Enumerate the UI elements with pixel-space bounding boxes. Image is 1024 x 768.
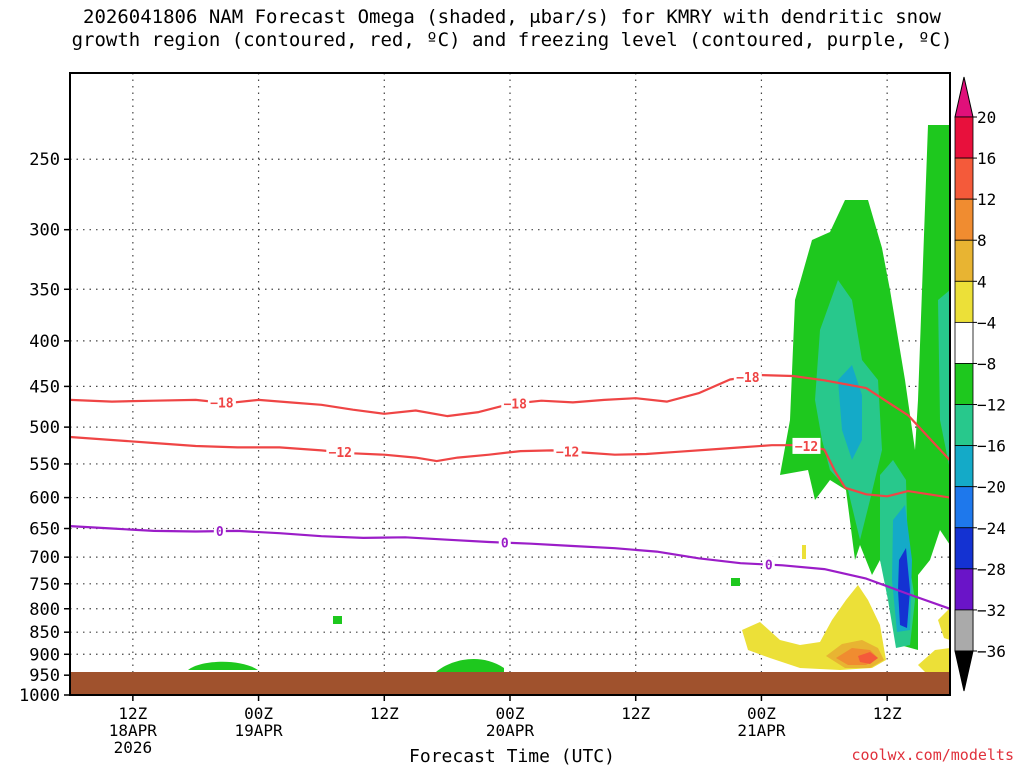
colorbar-swatch [954, 157, 974, 200]
colorbar-label: 8 [977, 231, 987, 250]
contour-label: −12 [556, 445, 579, 460]
y-tick-label: 250 [29, 150, 60, 170]
y-tick-label: 800 [29, 600, 60, 620]
colorbar-swatch [954, 363, 974, 405]
contour-label-bg [762, 556, 775, 573]
y-tick-label: 850 [29, 623, 60, 643]
colorbar-top-arrow [954, 76, 974, 118]
x-tick-label: 21APR [737, 721, 786, 740]
colorbar-label: 4 [977, 272, 987, 291]
contour-label: −12 [329, 446, 352, 461]
x-tick-label: 00Z [496, 704, 525, 723]
x-tick-label: 00Z [747, 704, 776, 723]
contour-label: −12 [795, 440, 818, 455]
colorbar-label: −28 [977, 560, 1006, 579]
x-tick-label: 12Z [873, 704, 902, 723]
y-tick-label: 600 [29, 489, 60, 509]
colorbar-swatch [954, 280, 974, 323]
colorbar-label: −32 [977, 601, 1006, 620]
colorbar-swatch [954, 198, 974, 241]
y-tick-label: 450 [29, 377, 60, 397]
credit-link[interactable]: coolwx.com/modelts [851, 746, 1014, 764]
chart-title: 2026041806 NAM Forecast Omega (shaded, μ… [71, 6, 953, 51]
contour-label-bg [213, 523, 226, 540]
contour-label-bg [498, 534, 511, 551]
omega-patch [436, 659, 504, 672]
colorbar-swatch [954, 527, 974, 570]
contour-label-bg [207, 394, 236, 411]
colorbar-label: −4 [977, 313, 996, 332]
omega-patch [333, 616, 342, 624]
x-tick-label: 12Z [621, 704, 650, 723]
colorbar-swatch [954, 116, 974, 159]
contour-label-bg [553, 443, 582, 460]
colorbar-swatch [954, 445, 974, 488]
colorbar-swatch [954, 609, 974, 652]
y-tick-label: 700 [29, 548, 60, 568]
contour-label-bg [501, 395, 530, 412]
colorbar-swatch [954, 486, 974, 529]
colorbar-label: −8 [977, 354, 996, 373]
y-tick-label: 950 [29, 666, 60, 686]
colorbar-bottom-arrow [954, 650, 974, 692]
omega-region-yellow [938, 608, 950, 640]
contour-label-bg [733, 368, 762, 385]
omega-region-red [858, 652, 878, 664]
colorbar-swatch [954, 321, 974, 364]
colorbar-label: 16 [977, 149, 996, 168]
colorbar-label: −12 [977, 396, 1006, 415]
y-axis: 2503003504004505005506006507007508008509… [19, 150, 70, 706]
surface-ground [70, 672, 950, 695]
contour-label: 0 [765, 559, 773, 574]
y-tick-label: 400 [29, 332, 60, 352]
omega-region-blue [898, 548, 910, 628]
contour-label: 0 [216, 525, 224, 540]
y-tick-label: 550 [29, 455, 60, 475]
contour-label-bg [792, 437, 821, 454]
colorbar-swatch [954, 404, 974, 447]
contour-lines: −18 −18 −18 −12 −12 −12 0 0 0 [70, 368, 950, 610]
omega-region-cyan [838, 365, 862, 460]
omega-patch [188, 661, 258, 670]
x-tick-label: 12Z [118, 704, 147, 723]
contour-label: −18 [210, 397, 234, 412]
contour-label-bg [326, 444, 355, 461]
colorbar-label: −20 [977, 478, 1006, 497]
omega-region-teal [938, 290, 950, 470]
omega-region-yellow [918, 648, 950, 672]
y-tick-label: 1000 [19, 686, 60, 706]
x-tick-label: 19APR [234, 721, 283, 740]
colorbar-label: 20 [977, 108, 996, 127]
colorbar-label: −24 [977, 519, 1006, 538]
x-tick-label: 20APR [486, 721, 535, 740]
x-tick-label: 2026 [114, 738, 153, 757]
colorbar-swatch [954, 568, 974, 611]
x-tick-label: 00Z [244, 704, 273, 723]
x-tick-label: 12Z [370, 704, 399, 723]
colorbar-label: 12 [977, 190, 996, 209]
colorbar-label: −36 [977, 642, 1006, 661]
contour-label: −18 [736, 371, 760, 386]
y-tick-label: 650 [29, 520, 60, 540]
y-tick-label: 350 [29, 280, 60, 300]
y-tick-label: 300 [29, 221, 60, 241]
contour-label: 0 [501, 537, 509, 552]
x-axis-title: Forecast Time (UTC) [409, 746, 615, 767]
colorbar-label: −16 [977, 437, 1006, 456]
y-tick-label: 900 [29, 645, 60, 665]
y-tick-label: 500 [29, 418, 60, 438]
colorbar: 20 16 12 8 4 −4 −8 −12 −16 −20 −24 −28 −32 −36 [954, 76, 1006, 692]
colorbar-swatch [954, 239, 974, 282]
y-tick-label: 750 [29, 575, 60, 595]
omega-patch [731, 578, 740, 586]
contour-label: −18 [503, 397, 527, 412]
omega-patch [802, 545, 806, 559]
x-tick-label: 18APR [109, 721, 158, 740]
